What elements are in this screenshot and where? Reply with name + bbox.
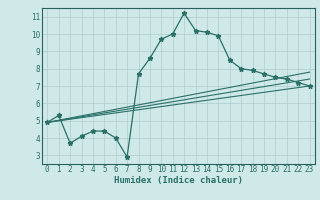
X-axis label: Humidex (Indice chaleur): Humidex (Indice chaleur) bbox=[114, 176, 243, 185]
